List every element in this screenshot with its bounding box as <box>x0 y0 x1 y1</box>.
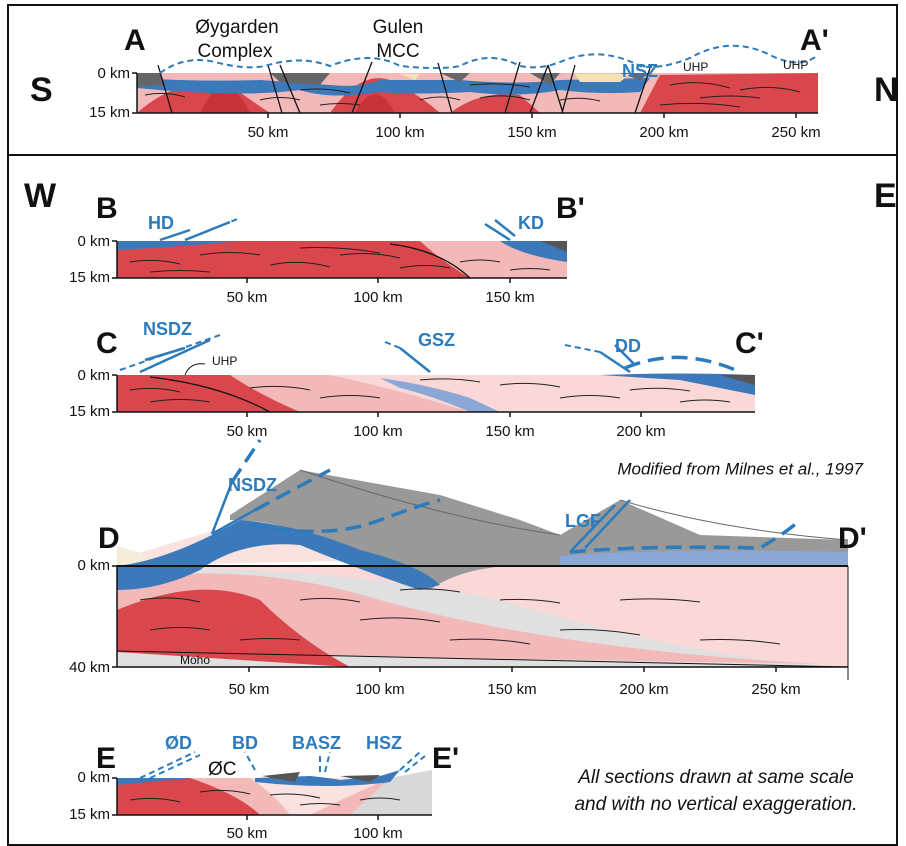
label: MCC <box>376 41 419 62</box>
label: LGF <box>565 511 601 531</box>
label: ØC <box>208 759 237 780</box>
section-c: C C' NSDZ UHP GSZ DD 0 km 15 km 50 km 10… <box>69 319 764 440</box>
label: 0 km <box>77 769 110 786</box>
label: 50 km <box>227 289 268 306</box>
section-e: E E' ØD ØC BD BASZ HSZ 0 km 15 km 50 km … <box>69 733 857 842</box>
figure: S N A A' Øygarden Complex Gulen MCC NSZ … <box>0 0 906 846</box>
page: S N A A' Øygarden Complex Gulen MCC NSZ … <box>0 0 906 846</box>
section-d: D D' NSDZ LGF Moho Modified from Milnes … <box>69 440 867 698</box>
label: Øygarden <box>195 17 278 38</box>
label: UHP <box>683 60 708 74</box>
label: S <box>30 71 53 109</box>
label: BD <box>232 733 258 753</box>
label: Complex <box>198 41 273 62</box>
label: 50 km <box>229 681 270 698</box>
label: 0 km <box>77 367 110 384</box>
label: C <box>96 327 118 360</box>
label: Modified from Milnes et al., 1997 <box>617 459 863 478</box>
label: 200 km <box>639 124 688 141</box>
label: 150 km <box>507 124 556 141</box>
label: 200 km <box>616 423 665 440</box>
label: 0 km <box>77 557 110 574</box>
geology-shape <box>625 357 740 372</box>
label: 15 km <box>89 104 130 121</box>
label: D' <box>838 522 867 555</box>
geology-shape <box>160 220 515 240</box>
label: NSDZ <box>228 475 277 495</box>
label: 100 km <box>353 423 402 440</box>
label: 200 km <box>619 681 668 698</box>
label: UHP <box>783 58 808 72</box>
label: DD <box>615 336 641 356</box>
label: ØD <box>165 733 192 753</box>
label: All sections drawn at same scale <box>577 767 854 788</box>
label: NSZ <box>622 61 658 81</box>
frame <box>8 5 897 845</box>
label: GSZ <box>418 330 455 350</box>
label: W <box>24 177 57 215</box>
label: 15 km <box>69 269 110 286</box>
label: 100 km <box>353 289 402 306</box>
label: 100 km <box>375 124 424 141</box>
label: and with no vertical exaggeration. <box>574 794 857 815</box>
label: E <box>874 177 897 215</box>
label: Moho <box>180 653 210 667</box>
label: HSZ <box>366 733 402 753</box>
label: 100 km <box>355 681 404 698</box>
geology-shape <box>185 364 205 375</box>
label: 150 km <box>485 289 534 306</box>
label: 50 km <box>227 825 268 842</box>
label: A <box>124 24 146 57</box>
label: 0 km <box>97 65 130 82</box>
label: C' <box>735 327 764 360</box>
label: B <box>96 192 118 225</box>
label: B' <box>556 192 585 225</box>
label: KD <box>518 213 544 233</box>
section-a: S N A A' Øygarden Complex Gulen MCC NSZ … <box>30 17 899 141</box>
label: 0 km <box>77 233 110 250</box>
label: 250 km <box>771 124 820 141</box>
label: 50 km <box>248 124 289 141</box>
label: 40 km <box>69 659 110 676</box>
label: HD <box>148 213 174 233</box>
label: 250 km <box>751 681 800 698</box>
label: N <box>874 71 899 109</box>
label: Gulen <box>373 17 424 38</box>
label: 150 km <box>485 423 534 440</box>
label: 50 km <box>227 423 268 440</box>
label: D <box>98 522 120 555</box>
geology-shape <box>120 335 600 370</box>
label: 15 km <box>69 806 110 823</box>
label: NSDZ <box>143 319 192 339</box>
section-b: W E B B' HD KD 0 km 15 km 50 km 100 km 1… <box>24 177 897 306</box>
label: UHP <box>212 354 237 368</box>
label: A' <box>800 24 829 57</box>
label: 15 km <box>69 403 110 420</box>
label: BASZ <box>292 733 341 753</box>
label: E' <box>432 742 459 775</box>
label: 150 km <box>487 681 536 698</box>
label: 100 km <box>353 825 402 842</box>
